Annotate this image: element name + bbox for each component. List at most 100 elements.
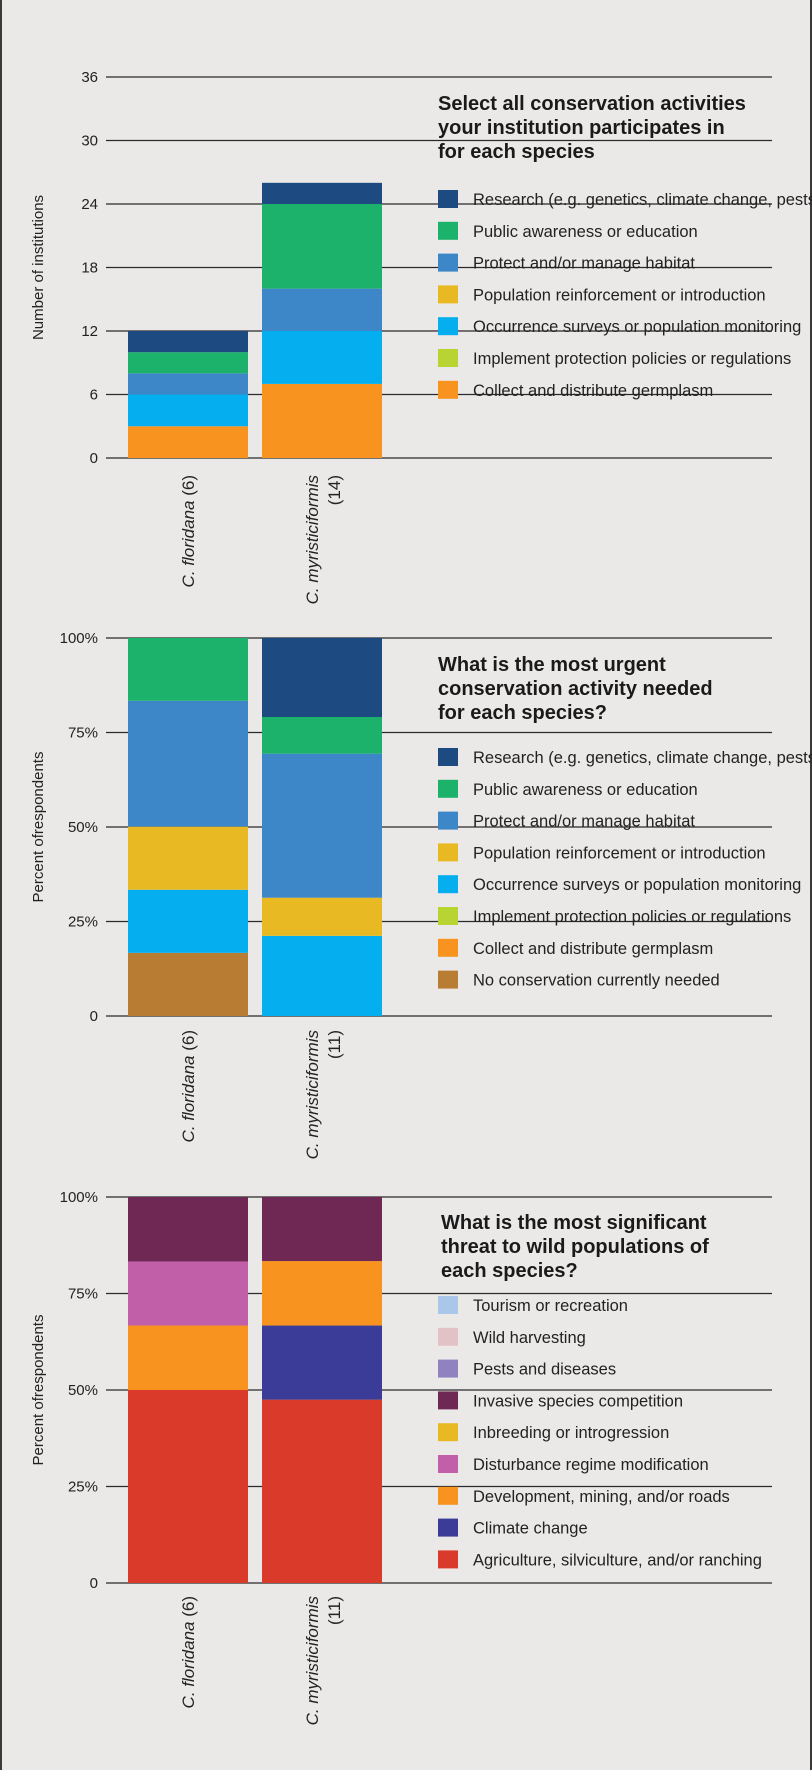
bar-segment: [262, 638, 382, 718]
bar-segment: [128, 352, 248, 374]
chart-title-line: threat to wild populations of: [441, 1236, 709, 1258]
bar-segment: [262, 753, 382, 898]
legend-swatch: [438, 748, 458, 766]
legend-label: Implement protection policies or regulat…: [473, 908, 791, 926]
bar-segment: [128, 1325, 248, 1390]
legend-swatch: [438, 843, 458, 862]
bar-segment: [128, 1197, 248, 1262]
legend-swatch: [438, 317, 458, 336]
bar-segment: [128, 826, 248, 890]
legend-swatch: [438, 1455, 458, 1473]
legend-swatch: [438, 1518, 458, 1537]
chart-title-line: your institution participates in: [438, 117, 725, 139]
legend-label: Agriculture, silviculture, and/or ranchi…: [473, 1551, 762, 1569]
y-tick-label: 6: [90, 387, 98, 404]
category-label: C. myristiciformis: [303, 1030, 322, 1160]
legend-label: Protect and/or manage habitat: [473, 813, 695, 831]
bar-segment: [262, 1197, 382, 1262]
legend-label: Research (e.g. genetics, climate change,…: [473, 749, 812, 767]
chart-3: 0 25% 50% 75% 100% Percent ofrespondents C. fl…: [30, 1189, 772, 1725]
chart-1: 0 6 12 18 24 30 36 Number of institutions C. flo…: [30, 69, 812, 604]
bar-segment: [128, 700, 248, 827]
legend-swatch: [438, 221, 458, 240]
category-label: C. floridana (6): [179, 475, 198, 587]
legend-swatch: [438, 1423, 458, 1442]
bar-segment: [128, 373, 248, 395]
y-tick-label: 0: [90, 1008, 98, 1025]
legend-label: Climate change: [473, 1520, 588, 1538]
legend-swatch: [438, 875, 458, 894]
chart-title-line: for each species?: [438, 702, 607, 724]
y-axis-label: Number of institutions: [30, 195, 47, 340]
legend-label: Research (e.g. genetics, climate change,…: [473, 191, 812, 209]
legend-label: Pests and diseases: [473, 1361, 616, 1379]
category-label: C. myristiciformis: [303, 1596, 322, 1726]
legend-label: Protect and/or manage habitat: [473, 255, 695, 273]
bar-segment: [262, 288, 382, 331]
legend-label: Disturbance regime modification: [473, 1456, 709, 1474]
bar-segment: [262, 1261, 382, 1326]
y-tick-label: 0: [90, 1575, 98, 1592]
bar-segment: [262, 1325, 382, 1400]
y-tick-label: 100%: [60, 1189, 98, 1206]
chart-2: 0 25% 50% 75% 100% Percent ofrespondents C. fl…: [30, 630, 812, 1159]
y-tick-label: 30: [81, 133, 98, 150]
legend-label: Population reinforcement or introduction: [473, 286, 766, 304]
legend-label: Wild harvesting: [473, 1329, 586, 1347]
bar-segment: [262, 331, 382, 384]
bar-segment: [128, 1261, 248, 1326]
category-label: C. floridana (6): [179, 1596, 198, 1708]
legend-label: Public awareness or education: [473, 223, 698, 241]
legend-swatch: [438, 380, 458, 399]
legend-swatch: [438, 938, 458, 957]
legend-label: Collect and distribute germplasm: [473, 382, 713, 400]
y-axis-label: Percent ofrespondents: [30, 752, 47, 903]
legend-swatch: [438, 1296, 458, 1314]
y-tick-label: 50%: [68, 1382, 98, 1399]
legend-swatch: [438, 285, 458, 304]
legend-label: Implement protection policies or regulat…: [473, 350, 791, 368]
legend-swatch: [438, 970, 458, 989]
bar-segment: [262, 935, 382, 1016]
bar-segment: [128, 331, 248, 353]
chart-title-line: for each species: [438, 141, 595, 163]
bar-segment: [262, 383, 382, 458]
bar-segment: [128, 1390, 248, 1583]
legend-label: Inbreeding or introgression: [473, 1424, 669, 1442]
legend-swatch: [438, 1550, 458, 1569]
y-tick-label: 25%: [68, 1479, 98, 1496]
legend-swatch: [438, 190, 458, 208]
category-label: C. floridana (6): [179, 1030, 198, 1142]
bar-segment: [128, 394, 248, 427]
legend-label: Collect and distribute germplasm: [473, 940, 713, 958]
chart-title-line: What is the most urgent: [438, 654, 666, 676]
bar-segment: [262, 1399, 382, 1583]
chart-title-line: each species?: [441, 1260, 578, 1282]
legend-swatch: [438, 1391, 458, 1410]
legend-swatch: [438, 253, 458, 272]
y-tick-label: 12: [81, 323, 98, 340]
legend-label: Public awareness or education: [473, 781, 698, 799]
legend-swatch: [438, 1486, 458, 1505]
y-tick-label: 18: [81, 260, 98, 277]
legend-label: Occurrence surveys or population monitor…: [473, 318, 801, 336]
y-tick-label: 75%: [68, 725, 98, 742]
y-tick-label: 36: [81, 69, 98, 86]
chart-title-line: What is the most significant: [441, 1212, 707, 1234]
chart-title-line: conservation activity needed: [438, 678, 713, 700]
bar-segment: [128, 952, 248, 1016]
legend-swatch: [438, 811, 458, 830]
y-axis-label: Percent ofrespondents: [30, 1315, 47, 1466]
y-tick-label: 100%: [60, 630, 98, 647]
bar-segment: [128, 426, 248, 458]
chart-title-line: Select all conservation activities: [438, 93, 746, 115]
legend-swatch: [438, 349, 458, 367]
bar-segment: [128, 638, 248, 701]
legend-label: Tourism or recreation: [473, 1297, 628, 1315]
category-label: C. myristiciformis: [303, 475, 322, 605]
legend-label: Occurrence surveys or population monitor…: [473, 876, 801, 894]
y-tick-label: 25%: [68, 914, 98, 931]
legend-label: Population reinforcement or introduction: [473, 844, 766, 862]
